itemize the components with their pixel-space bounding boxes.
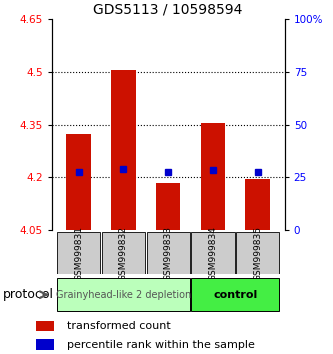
Text: GSM999835: GSM999835 — [253, 225, 262, 281]
Bar — [111, 70, 136, 230]
Title: GDS5113 / 10598594: GDS5113 / 10598594 — [94, 3, 243, 17]
Text: control: control — [213, 290, 257, 300]
Bar — [147, 232, 190, 274]
Text: percentile rank within the sample: percentile rank within the sample — [67, 339, 255, 350]
Bar — [201, 123, 225, 230]
Text: GSM999831: GSM999831 — [74, 225, 83, 281]
Bar — [57, 232, 100, 274]
Text: protocol: protocol — [3, 288, 54, 301]
Bar — [191, 232, 234, 274]
Bar — [57, 278, 190, 312]
Text: transformed count: transformed count — [67, 321, 171, 331]
Text: GSM999833: GSM999833 — [164, 225, 173, 281]
Bar — [156, 183, 180, 230]
Bar — [66, 133, 91, 230]
Text: Grainyhead-like 2 depletion: Grainyhead-like 2 depletion — [56, 290, 191, 300]
Bar — [236, 232, 279, 274]
Bar — [102, 232, 145, 274]
Bar — [245, 179, 270, 230]
Text: GSM999834: GSM999834 — [208, 225, 217, 281]
Bar — [36, 320, 54, 331]
Bar — [36, 339, 54, 350]
Text: GSM999832: GSM999832 — [119, 225, 128, 281]
Bar — [191, 278, 279, 312]
